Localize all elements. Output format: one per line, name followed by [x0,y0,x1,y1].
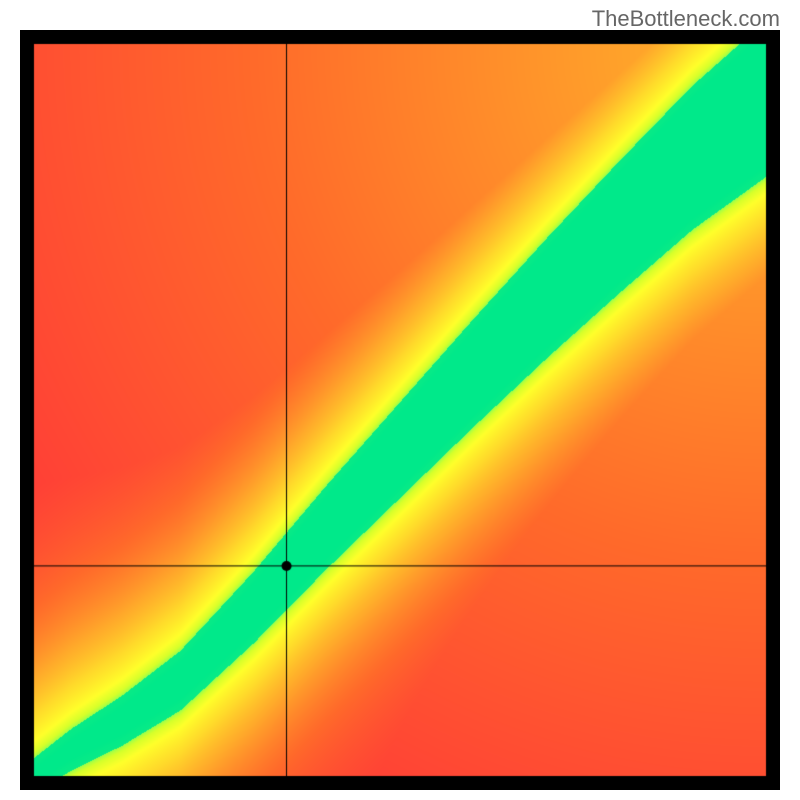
page-container: TheBottleneck.com [0,0,800,800]
heatmap-plot [20,30,780,790]
heatmap-canvas [20,30,780,790]
watermark-text: TheBottleneck.com [592,6,780,32]
